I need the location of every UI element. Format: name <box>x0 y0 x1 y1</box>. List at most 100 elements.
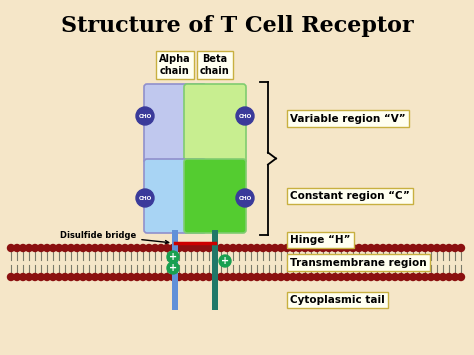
Circle shape <box>349 273 356 280</box>
Circle shape <box>446 245 453 251</box>
Circle shape <box>109 245 117 251</box>
Circle shape <box>265 273 273 280</box>
Bar <box>172 230 178 247</box>
Circle shape <box>457 273 465 280</box>
Circle shape <box>85 273 92 280</box>
Circle shape <box>55 245 63 251</box>
Bar <box>212 280 218 310</box>
Circle shape <box>91 273 99 280</box>
Text: Hinge “H”: Hinge “H” <box>290 235 350 245</box>
Circle shape <box>403 245 410 251</box>
Circle shape <box>385 245 392 251</box>
Circle shape <box>259 273 266 280</box>
Circle shape <box>200 245 207 251</box>
Circle shape <box>157 273 164 280</box>
Circle shape <box>272 273 279 280</box>
Text: Cytoplasmic tail: Cytoplasmic tail <box>290 295 385 305</box>
Circle shape <box>128 245 135 251</box>
Text: Alpha
chain: Alpha chain <box>159 54 191 76</box>
Circle shape <box>337 273 345 280</box>
Circle shape <box>398 273 404 280</box>
Circle shape <box>337 245 345 251</box>
Circle shape <box>136 107 154 125</box>
Circle shape <box>344 273 350 280</box>
Circle shape <box>44 245 51 251</box>
Circle shape <box>265 245 273 251</box>
Circle shape <box>31 245 38 251</box>
Circle shape <box>290 273 297 280</box>
Circle shape <box>439 273 447 280</box>
Circle shape <box>49 245 56 251</box>
Circle shape <box>146 245 153 251</box>
Circle shape <box>175 245 182 251</box>
Circle shape <box>374 245 381 251</box>
Circle shape <box>62 273 69 280</box>
Circle shape <box>167 262 179 274</box>
Circle shape <box>139 245 146 251</box>
Circle shape <box>152 245 158 251</box>
FancyBboxPatch shape <box>144 84 206 163</box>
Circle shape <box>206 245 212 251</box>
Circle shape <box>392 273 399 280</box>
Circle shape <box>182 273 189 280</box>
Circle shape <box>301 273 309 280</box>
Text: Structure of T Cell Receptor: Structure of T Cell Receptor <box>61 15 413 37</box>
Circle shape <box>356 245 363 251</box>
Text: Variable region “V”: Variable region “V” <box>290 114 406 124</box>
FancyBboxPatch shape <box>184 159 246 233</box>
Circle shape <box>116 273 122 280</box>
Circle shape <box>313 245 320 251</box>
Circle shape <box>385 273 392 280</box>
Circle shape <box>193 245 201 251</box>
Circle shape <box>26 245 33 251</box>
Circle shape <box>457 245 465 251</box>
Circle shape <box>73 273 81 280</box>
Circle shape <box>188 273 194 280</box>
Circle shape <box>211 245 219 251</box>
Circle shape <box>218 273 225 280</box>
Circle shape <box>170 273 176 280</box>
Circle shape <box>164 273 171 280</box>
Circle shape <box>139 273 146 280</box>
Text: CHO: CHO <box>138 196 152 201</box>
Circle shape <box>259 245 266 251</box>
Circle shape <box>247 273 255 280</box>
Circle shape <box>439 245 447 251</box>
Circle shape <box>416 245 422 251</box>
Bar <box>172 245 178 280</box>
Circle shape <box>109 273 117 280</box>
Circle shape <box>380 273 386 280</box>
Circle shape <box>236 107 254 125</box>
Text: Disulfide bridge: Disulfide bridge <box>60 230 169 244</box>
Circle shape <box>446 273 453 280</box>
Circle shape <box>380 245 386 251</box>
Circle shape <box>277 245 284 251</box>
Circle shape <box>91 245 99 251</box>
Circle shape <box>349 245 356 251</box>
Circle shape <box>428 245 435 251</box>
Circle shape <box>398 245 404 251</box>
Circle shape <box>19 273 27 280</box>
Text: CHO: CHO <box>238 196 252 201</box>
Circle shape <box>308 245 315 251</box>
Circle shape <box>362 245 368 251</box>
Circle shape <box>452 245 458 251</box>
Circle shape <box>37 245 45 251</box>
Circle shape <box>80 245 86 251</box>
Circle shape <box>157 245 164 251</box>
Circle shape <box>367 273 374 280</box>
Circle shape <box>211 273 219 280</box>
Circle shape <box>170 245 176 251</box>
Circle shape <box>319 245 327 251</box>
Circle shape <box>229 245 237 251</box>
Circle shape <box>290 245 297 251</box>
Circle shape <box>182 245 189 251</box>
Text: CHO: CHO <box>238 114 252 119</box>
Circle shape <box>254 273 261 280</box>
Circle shape <box>344 245 350 251</box>
Circle shape <box>247 245 255 251</box>
Circle shape <box>410 245 417 251</box>
Circle shape <box>67 245 74 251</box>
Circle shape <box>374 273 381 280</box>
Circle shape <box>434 273 440 280</box>
